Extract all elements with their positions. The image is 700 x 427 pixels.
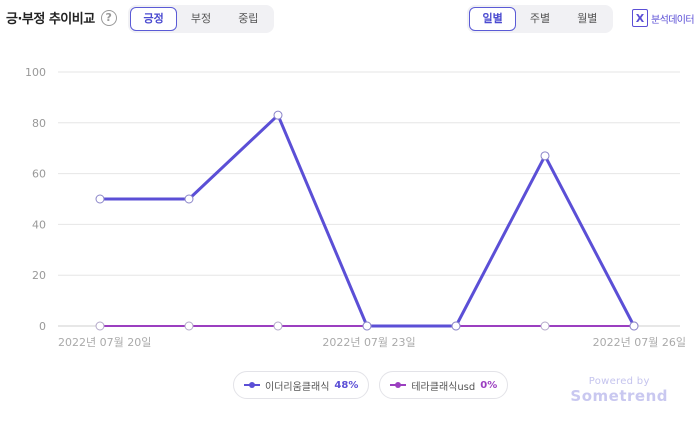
tab-negative[interactable]: 부정 [190, 12, 212, 25]
help-icon[interactable]: ? [100, 9, 117, 26]
x-tick-label: 2022년 07월 26일 [593, 335, 686, 349]
export-data-button[interactable]: X 분석데이터 [632, 9, 695, 27]
data-point [95, 321, 105, 331]
data-point [540, 321, 550, 331]
data-point [184, 194, 194, 204]
data-point [629, 321, 639, 331]
data-point [273, 321, 283, 331]
y-tick-label: 40 [32, 218, 46, 231]
export-label: 분석데이터 [651, 14, 695, 26]
period-tab-group: 일별 주별 월별 [467, 5, 613, 33]
tab-daily[interactable]: 일별 [469, 7, 517, 31]
powered-by-text: Powered by [588, 376, 650, 387]
y-tick-label: 100 [25, 66, 46, 79]
legend: 이더리움클래식 48% 테라클래식usd 0% [233, 371, 509, 399]
tab-neutral[interactable]: 중립 [238, 12, 259, 25]
legend-item-terra-classic-usd[interactable]: 테라클래식usd 0% [379, 371, 509, 399]
x-tick-label: 2022년 07월 20일 [58, 335, 151, 349]
data-point [362, 321, 372, 331]
tab-weekly[interactable]: 주별 [529, 12, 551, 25]
data-point [273, 110, 283, 120]
sentiment-tab-group: 긍정 부정 중립 [128, 5, 274, 33]
y-tick-label: 60 [32, 168, 46, 181]
page-title: 긍·부정 추이비교 [6, 12, 95, 27]
legend-label: 테라클래식usd [411, 381, 476, 393]
x-tick-label: 2022년 07월 23일 [322, 335, 415, 349]
series-marker-icon [390, 380, 407, 390]
data-point [95, 194, 105, 204]
legend-item-ethereum-classic[interactable]: 이더리움클래식 48% [233, 371, 370, 399]
tab-positive[interactable]: 긍정 [130, 7, 178, 31]
legend-label: 이더리움클래식 [265, 381, 330, 393]
y-tick-label: 80 [32, 117, 46, 130]
chart-header: 긍·부정 추이비교 ? [6, 8, 117, 27]
powered-by-logo: Powered by Sometrend [570, 376, 668, 405]
y-tick-label: 0 [39, 320, 46, 333]
excel-icon: X [632, 9, 648, 27]
data-point [184, 321, 194, 331]
series-line [100, 113, 636, 328]
y-tick-label: 20 [32, 269, 46, 282]
legend-percent: 0% [480, 379, 498, 391]
tab-monthly[interactable]: 월별 [577, 12, 598, 25]
legend-percent: 48% [334, 379, 359, 391]
series-marker-icon [244, 380, 260, 390]
brand-logo: Sometrend [570, 387, 668, 405]
data-point [451, 321, 461, 331]
data-point [540, 151, 550, 161]
